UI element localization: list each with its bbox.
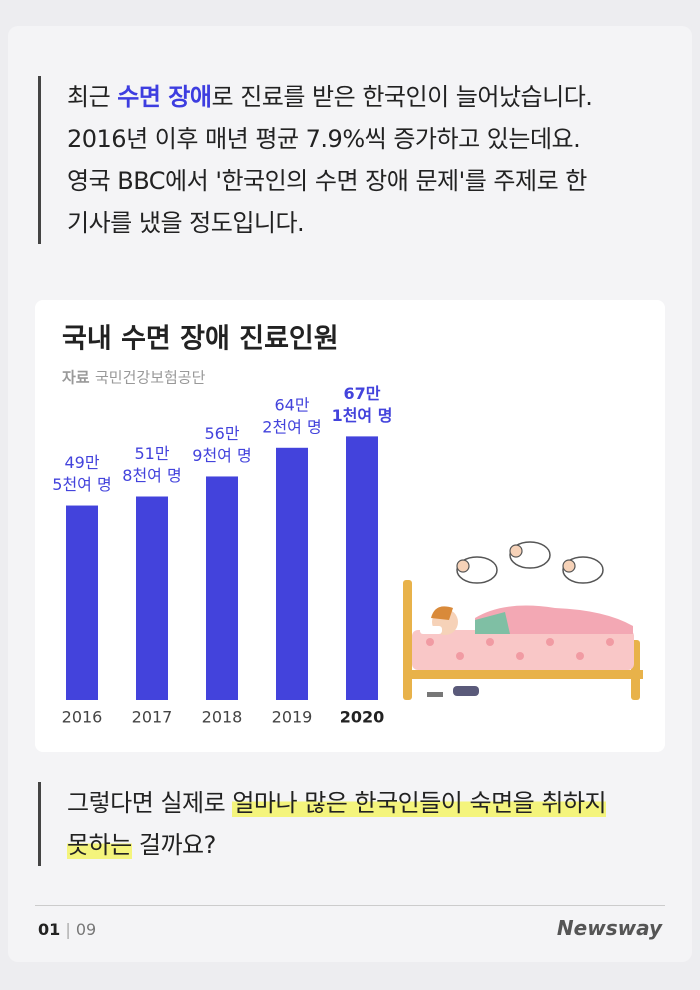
x-tick-label: 2020: [340, 708, 385, 727]
bar: [136, 496, 168, 700]
highlight: 수면 장애: [117, 83, 212, 111]
pager: 01 | 09: [38, 920, 96, 939]
highlight: 얼마나 많은 한국인들이 숙면을 취하지: [232, 789, 607, 817]
intro-line: 최근 수면 장애로 진료를 받은 한국인이 늘어났습니다.: [67, 76, 593, 118]
highlight: 못하는: [67, 831, 132, 859]
bar: [276, 447, 308, 700]
text: 걸까요?: [131, 831, 216, 859]
x-tick-label: 2018: [202, 708, 243, 727]
x-tick-label: 2016: [62, 708, 103, 727]
value-label: 5천여 명: [52, 475, 111, 494]
bar: [66, 505, 98, 700]
text: 로 진료를 받은 한국인이 늘어났습니다.: [211, 83, 593, 111]
illustration: [403, 541, 643, 700]
intro-line: 영국 BBC에서 '한국인의 수면 장애 문제'를 주제로 한: [67, 167, 587, 195]
intro-line: 2016년 이후 매년 평균 7.9%씩 증가하고 있는데요.: [67, 125, 581, 153]
value-label: 1천여 명: [332, 406, 393, 425]
chart: 국내 수면 장애 진료인원 자료 국민건강보험공단 2016 49만 5천여 명 20…: [52, 324, 643, 727]
text: 그렇다면 실제로: [67, 789, 233, 817]
source-label: 자료: [62, 369, 90, 387]
intro-line: 기사를 냈을 정도입니다.: [67, 209, 305, 237]
value-label: 56만: [204, 424, 239, 443]
separator: |: [65, 920, 71, 939]
brand-logo: Newsway: [556, 916, 662, 940]
question: 그렇다면 실제로 얼마나 많은 한국인들이 숙면을 취하지 못하는 걸까요?: [38, 782, 607, 866]
bar: [206, 476, 238, 700]
divider: [35, 905, 665, 906]
value-label: 8천여 명: [122, 466, 181, 485]
page-total: 09: [75, 920, 97, 939]
value-label: 51만: [134, 444, 169, 463]
source: 국민건강보험공단: [95, 369, 206, 387]
chart-title: 국내 수면 장애 진료인원: [62, 324, 339, 355]
value-label: 64만: [274, 395, 309, 414]
value-label: 2천여 명: [262, 417, 321, 436]
bar: [346, 436, 378, 700]
value-label: 9천여 명: [192, 446, 251, 465]
question-line: 못하는 걸까요?: [67, 824, 606, 866]
text: 최근: [67, 83, 118, 111]
x-tick-label: 2017: [132, 708, 173, 727]
intro: 최근 수면 장애로 진료를 받은 한국인이 늘어났습니다. 2016년 이후 매…: [38, 76, 593, 244]
value-label: 49만: [64, 453, 99, 472]
page-number: 01: [38, 920, 61, 939]
question-line: 그렇다면 실제로 얼마나 많은 한국인들이 숙면을 취하지: [67, 782, 607, 824]
chart-panel: 국내 수면 장애 진료인원 자료 국민건강보험공단 2016 49만 5천여 명 20…: [35, 300, 665, 752]
x-tick-label: 2019: [272, 708, 313, 727]
value-label: 67만: [344, 384, 381, 403]
